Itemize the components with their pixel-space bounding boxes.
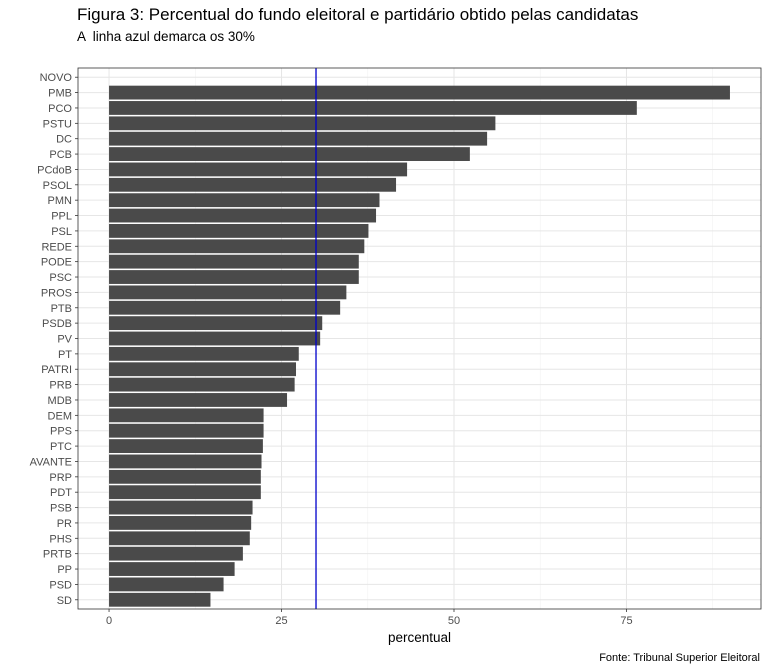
y-tick-label: PTB bbox=[51, 303, 72, 315]
y-tick-label: PMB bbox=[48, 88, 72, 100]
bar-psl bbox=[109, 223, 369, 238]
y-tick-label: PPS bbox=[50, 426, 72, 438]
x-tick-labels: 0 25 50 75 bbox=[106, 609, 633, 627]
bar-prb bbox=[109, 377, 295, 392]
bar-pt bbox=[109, 346, 299, 361]
bar-dem bbox=[109, 408, 264, 423]
y-tick-label: PCO bbox=[48, 103, 72, 115]
x-axis-title: percentual bbox=[388, 630, 451, 645]
chart-subtitle: A linha azul demarca os 30% bbox=[77, 29, 255, 44]
y-tick-label: PRTB bbox=[43, 549, 72, 561]
bar-avante bbox=[109, 454, 262, 469]
y-tick-label: PV bbox=[57, 334, 72, 346]
y-tick-label: REDE bbox=[41, 241, 72, 253]
bar-pdt bbox=[109, 485, 261, 500]
bar-prp bbox=[109, 469, 261, 484]
y-tick-label: PSDB bbox=[42, 318, 72, 330]
bar-patri bbox=[109, 362, 297, 377]
bar-pcdob bbox=[109, 162, 408, 177]
y-tick-labels: NOVO PMB PCO PSTU DC PCB PCdoB PSOL PMN PPL PSL RED… bbox=[30, 72, 78, 607]
y-tick-label: PSD bbox=[49, 579, 72, 591]
y-tick-label: PRP bbox=[49, 472, 72, 484]
y-tick-label: PSC bbox=[49, 272, 72, 284]
bar-psb bbox=[109, 500, 253, 515]
bar-pp bbox=[109, 562, 235, 576]
y-tick-label: PSB bbox=[50, 503, 72, 515]
bar-pv bbox=[109, 331, 321, 346]
y-tick-label: SD bbox=[57, 595, 72, 607]
y-tick-label: PODE bbox=[41, 257, 72, 269]
bar-pmn bbox=[109, 193, 380, 208]
y-tick-label: PSL bbox=[51, 226, 72, 238]
y-tick-label: PRB bbox=[49, 380, 72, 392]
bar-psol bbox=[109, 177, 397, 192]
bar-mdb bbox=[109, 393, 288, 407]
y-tick-label: PCdoB bbox=[37, 164, 72, 176]
y-tick-label: PMN bbox=[48, 195, 73, 207]
bar-psc bbox=[109, 270, 359, 284]
bar-ptb bbox=[109, 300, 341, 315]
y-tick-label: PCB bbox=[49, 149, 72, 161]
y-tick-label: DEM bbox=[48, 410, 72, 422]
x-tick-label: 75 bbox=[620, 615, 632, 627]
y-tick-label: PTC bbox=[50, 441, 72, 453]
y-tick-label: PPL bbox=[51, 211, 72, 223]
chart-title: Figura 3: Percentual do fundo eleitoral … bbox=[77, 5, 639, 24]
y-tick-label: PHS bbox=[49, 533, 72, 545]
y-tick-label: PDT bbox=[50, 487, 72, 499]
y-tick-label: PT bbox=[58, 349, 72, 361]
bar-phs bbox=[109, 531, 250, 546]
y-tick-label: AVANTE bbox=[30, 456, 72, 468]
bar-prtb bbox=[109, 546, 243, 561]
x-tick-label: 25 bbox=[275, 615, 287, 627]
bar-pode bbox=[109, 254, 359, 269]
bar-ppl bbox=[109, 208, 377, 223]
chart-caption: Fonte: Tribunal Superior Eleitoral bbox=[599, 652, 760, 664]
y-tick-label: PROS bbox=[41, 287, 72, 299]
y-tick-label: PSOL bbox=[43, 180, 72, 192]
x-tick-label: 0 bbox=[106, 615, 112, 627]
bar-pps bbox=[109, 423, 264, 438]
bar-pr bbox=[109, 516, 252, 530]
bar-ptc bbox=[109, 439, 263, 454]
bar-pco bbox=[109, 101, 637, 115]
y-tick-label: MDB bbox=[48, 395, 72, 407]
y-tick-label: DC bbox=[56, 134, 72, 146]
bar-rede bbox=[109, 239, 365, 254]
y-tick-label: PP bbox=[57, 564, 72, 576]
y-tick-label: NOVO bbox=[40, 72, 73, 84]
bar-sd bbox=[109, 592, 211, 607]
bar-psd bbox=[109, 577, 224, 592]
x-tick-label: 50 bbox=[448, 615, 460, 627]
y-tick-label: PSTU bbox=[43, 118, 72, 130]
y-tick-label: PR bbox=[57, 518, 72, 530]
bar-pros bbox=[109, 285, 347, 300]
bar-pstu bbox=[109, 116, 496, 131]
bars bbox=[109, 85, 730, 607]
bar-pcb bbox=[109, 147, 470, 161]
y-tick-label: PATRI bbox=[41, 364, 72, 376]
bar-psdb bbox=[109, 316, 323, 331]
bar-pmb bbox=[109, 85, 730, 100]
bar-dc bbox=[109, 131, 488, 146]
